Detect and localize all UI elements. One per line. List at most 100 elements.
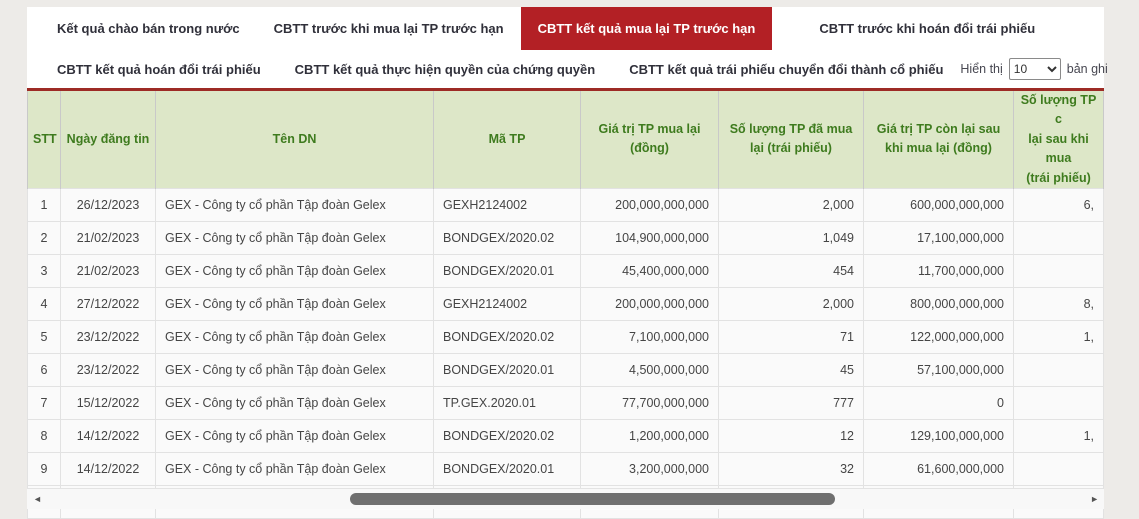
cell-company-name: GEX - Công ty cổ phần Tập đoàn Gelex	[155, 451, 434, 486]
scrollbar-right-arrow-icon[interactable]: ►	[1090, 494, 1099, 504]
cell-stt: 8	[27, 418, 61, 453]
cell-buyback-quantity: 71	[718, 319, 864, 354]
page-size-suffix-label: bản ghi	[1066, 62, 1108, 76]
cell-publish-date: 21/02/2023	[60, 220, 156, 255]
cell-remaining-quantity: 6,	[1013, 187, 1104, 222]
tab-ket-qua-chao-ban-trong-nuoc[interactable]: Kết quả chào bán trong nước	[57, 21, 240, 36]
cell-remaining-value: 129,100,000,000	[863, 418, 1014, 453]
content-card: Kết quả chào bán trong nước CBTT trước k…	[27, 7, 1108, 519]
tab-bar-row1: Kết quả chào bán trong nước CBTT trước k…	[27, 7, 1104, 50]
bond-buyback-table-wrap: STT Ngày đăng tin Tên DN Mã TP Giá trị T…	[27, 88, 1104, 519]
table-row: 4 27/12/2022 GEX - Công ty cổ phần Tập đ…	[27, 286, 1104, 321]
cell-stt: 1	[27, 187, 61, 222]
cell-bond-code: BONDGEX/2020.02	[433, 319, 581, 354]
cell-remaining-quantity	[1013, 385, 1104, 420]
cell-bond-code: BONDGEX/2020.01	[433, 451, 581, 486]
cell-company-name: GEX - Công ty cổ phần Tập đoàn Gelex	[155, 220, 434, 255]
col-header-so-luong-con-lai: Số lượng TP c lại sau khi mua (trái phiế…	[1013, 91, 1104, 189]
cell-stt: 9	[27, 451, 61, 486]
page-size-prefix-label: Hiển thị	[960, 62, 1003, 76]
cell-remaining-quantity	[1013, 220, 1104, 255]
cell-remaining-quantity: 1,	[1013, 319, 1104, 354]
cell-remaining-value: 0	[863, 385, 1014, 420]
cell-company-name: GEX - Công ty cổ phần Tập đoàn Gelex	[155, 385, 434, 420]
cell-remaining-value: 122,000,000,000	[863, 319, 1014, 354]
cell-buyback-quantity: 12	[718, 418, 864, 453]
cell-remaining-quantity: 1,	[1013, 418, 1104, 453]
table-row: 2 21/02/2023 GEX - Công ty cổ phần Tập đ…	[27, 220, 1104, 255]
table-row: 9 14/12/2022 GEX - Công ty cổ phần Tập đ…	[27, 451, 1104, 486]
cell-buyback-value: 104,900,000,000	[580, 220, 719, 255]
cell-remaining-quantity	[1013, 253, 1104, 288]
table-body: 1 26/12/2023 GEX - Công ty cổ phần Tập đ…	[27, 187, 1104, 519]
cell-company-name: GEX - Công ty cổ phần Tập đoàn Gelex	[155, 187, 434, 222]
tab-cbtt-truoc-khi-mua-lai[interactable]: CBTT trước khi mua lại TP trước hạn	[273, 21, 504, 36]
cell-buyback-quantity: 1,049	[718, 220, 864, 255]
tab-cbtt-ket-qua-mua-lai[interactable]: CBTT kết quả mua lại TP trước hạn	[520, 7, 773, 50]
col-header-gia-tri-mua-lai: Giá trị TP mua lại (đồng)	[580, 91, 719, 189]
horizontal-scrollbar[interactable]: ◄ ►	[27, 488, 1104, 509]
cell-remaining-quantity: 8,	[1013, 286, 1104, 321]
tab-cbtt-ket-qua-chuyen-doi-co-phieu[interactable]: CBTT kết quả trái phiếu chuyển đổi thành…	[629, 61, 944, 77]
cell-buyback-quantity: 2,000	[718, 286, 864, 321]
cell-publish-date: 26/12/2023	[60, 187, 156, 222]
cell-bond-code: GEXH2124002	[433, 187, 581, 222]
cell-buyback-value: 4,500,000,000	[580, 352, 719, 387]
cell-stt: 5	[27, 319, 61, 354]
cell-buyback-quantity: 32	[718, 451, 864, 486]
cell-publish-date: 23/12/2022	[60, 319, 156, 354]
cell-stt: 6	[27, 352, 61, 387]
tab-cbtt-truoc-khi-hoan-doi[interactable]: CBTT trước khi hoán đổi trái phiếu	[819, 21, 1036, 36]
page-size-control: Hiển thị 10 bản ghi	[960, 58, 1108, 80]
cell-remaining-value: 600,000,000,000	[863, 187, 1014, 222]
cell-buyback-quantity: 777	[718, 385, 864, 420]
cell-stt: 2	[27, 220, 61, 255]
cell-publish-date: 14/12/2022	[60, 418, 156, 453]
table-header-row: STT Ngày đăng tin Tên DN Mã TP Giá trị T…	[27, 91, 1104, 189]
cell-publish-date: 27/12/2022	[60, 286, 156, 321]
cell-remaining-value: 800,000,000,000	[863, 286, 1014, 321]
tab-cbtt-ket-qua-hoan-doi[interactable]: CBTT kết quả hoán đổi trái phiếu	[57, 61, 261, 77]
cell-buyback-quantity: 454	[718, 253, 864, 288]
cell-buyback-value: 200,000,000,000	[580, 286, 719, 321]
cell-publish-date: 15/12/2022	[60, 385, 156, 420]
cell-remaining-value: 57,100,000,000	[863, 352, 1014, 387]
cell-stt: 3	[27, 253, 61, 288]
cell-buyback-quantity: 2,000	[718, 187, 864, 222]
col-header-so-luong-da-mua-lai: Số lượng TP đã mua lại (trái phiếu)	[718, 91, 864, 189]
scrollbar-thumb[interactable]	[350, 493, 835, 505]
cell-publish-date: 14/12/2022	[60, 451, 156, 486]
cell-remaining-value: 61,600,000,000	[863, 451, 1014, 486]
cell-company-name: GEX - Công ty cổ phần Tập đoàn Gelex	[155, 286, 434, 321]
col-header-ma-tp: Mã TP	[433, 91, 581, 189]
cell-remaining-value: 17,100,000,000	[863, 220, 1014, 255]
table-row: 1 26/12/2023 GEX - Công ty cổ phần Tập đ…	[27, 187, 1104, 222]
cell-buyback-value: 1,200,000,000	[580, 418, 719, 453]
cell-remaining-quantity	[1013, 352, 1104, 387]
table-row: 5 23/12/2022 GEX - Công ty cổ phần Tập đ…	[27, 319, 1104, 354]
cell-bond-code: TP.GEX.2020.01	[433, 385, 581, 420]
col-header-ngay-dang-tin: Ngày đăng tin	[60, 91, 156, 189]
cell-buyback-value: 3,200,000,000	[580, 451, 719, 486]
tab-cbtt-ket-qua-chung-quyen[interactable]: CBTT kết quả thực hiện quyền của chứng q…	[294, 61, 596, 77]
cell-company-name: GEX - Công ty cổ phần Tập đoàn Gelex	[155, 418, 434, 453]
cell-remaining-value: 11,700,000,000	[863, 253, 1014, 288]
cell-buyback-value: 45,400,000,000	[580, 253, 719, 288]
cell-company-name: GEX - Công ty cổ phần Tập đoàn Gelex	[155, 319, 434, 354]
scrollbar-left-arrow-icon[interactable]: ◄	[33, 494, 42, 504]
cell-bond-code: BONDGEX/2020.02	[433, 418, 581, 453]
page-size-select[interactable]: 10	[1008, 58, 1061, 80]
cell-stt: 4	[27, 286, 61, 321]
cell-bond-code: BONDGEX/2020.02	[433, 220, 581, 255]
cell-remaining-quantity	[1013, 451, 1104, 486]
cell-publish-date: 21/02/2023	[60, 253, 156, 288]
cell-bond-code: BONDGEX/2020.01	[433, 253, 581, 288]
cell-bond-code: GEXH2124002	[433, 286, 581, 321]
tab-bar-row2: CBTT kết quả hoán đổi trái phiếu CBTT kế…	[27, 50, 1108, 88]
table-row: 6 23/12/2022 GEX - Công ty cổ phần Tập đ…	[27, 352, 1104, 387]
cell-buyback-value: 200,000,000,000	[580, 187, 719, 222]
table-row: 7 15/12/2022 GEX - Công ty cổ phần Tập đ…	[27, 385, 1104, 420]
col-header-ten-dn: Tên DN	[155, 91, 434, 189]
cell-company-name: GEX - Công ty cổ phần Tập đoàn Gelex	[155, 352, 434, 387]
cell-buyback-value: 77,700,000,000	[580, 385, 719, 420]
